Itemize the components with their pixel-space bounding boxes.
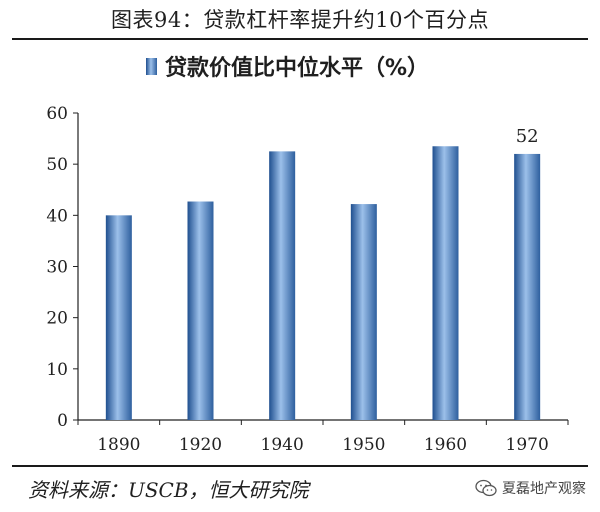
watermark: 夏磊地产观察 [475, 478, 586, 498]
x-tick-label: 1940 [261, 435, 304, 455]
y-tick-label: 20 [46, 309, 68, 329]
y-tick-label: 50 [46, 155, 68, 175]
x-tick-label: 1920 [179, 435, 222, 455]
x-tick-label: 1950 [342, 435, 385, 455]
y-tick-label: 30 [46, 258, 68, 278]
data-label-1970: 52 [516, 126, 539, 147]
x-tick-label: 1960 [424, 435, 467, 455]
x-tick-label: 1970 [506, 435, 549, 455]
watermark-label: 夏磊地产观察 [502, 481, 586, 497]
y-tick-label: 40 [46, 206, 68, 226]
bar-1920 [187, 201, 214, 420]
y-tick-label: 10 [46, 360, 68, 380]
source-note: 资料来源：USCB，恒大研究院 [28, 478, 309, 502]
figure-title: 图表94：贷款杠杆率提升约10个百分点 [111, 8, 489, 32]
bottom-divider [12, 465, 588, 467]
y-tick-label: 0 [57, 411, 68, 431]
bar-1890 [105, 215, 132, 420]
bar-chart: 贷款价值比中位水平（%） 0 10 20 30 40 50 60 1890 1920 1940 19… [46, 55, 569, 455]
y-tick-label: 60 [46, 104, 68, 124]
chart-bars [105, 146, 541, 420]
bar-1960 [432, 146, 459, 420]
bar-1970 [514, 153, 541, 420]
chart-labels: 52 [516, 126, 539, 147]
wechat-icon [475, 479, 497, 497]
top-divider [12, 38, 588, 40]
chart-axes: 0 10 20 30 40 50 60 1890 1920 1940 1950 1960 1970 [46, 104, 569, 455]
chart-legend: 贷款价值比中位水平（%） [146, 55, 429, 81]
bar-1940 [269, 151, 296, 420]
legend-swatch [146, 58, 157, 75]
bar-1950 [350, 204, 377, 420]
legend-label: 贷款价值比中位水平（%） [165, 55, 429, 81]
x-tick-label: 1890 [97, 435, 140, 455]
